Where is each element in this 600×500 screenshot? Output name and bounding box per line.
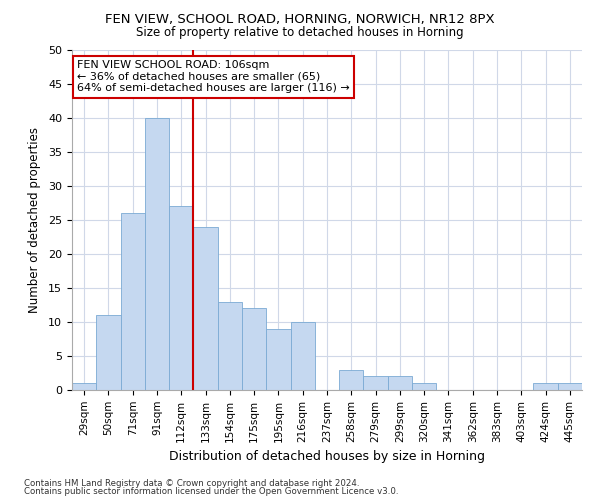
Bar <box>558 383 582 390</box>
Bar <box>72 383 96 390</box>
Y-axis label: Number of detached properties: Number of detached properties <box>28 127 41 313</box>
Bar <box>96 315 121 390</box>
Bar <box>242 308 266 390</box>
Bar <box>145 118 169 390</box>
Bar <box>412 383 436 390</box>
Text: FEN VIEW, SCHOOL ROAD, HORNING, NORWICH, NR12 8PX: FEN VIEW, SCHOOL ROAD, HORNING, NORWICH,… <box>105 12 495 26</box>
Bar <box>266 329 290 390</box>
Bar <box>364 376 388 390</box>
Text: Contains public sector information licensed under the Open Government Licence v3: Contains public sector information licen… <box>24 487 398 496</box>
Bar <box>218 302 242 390</box>
Bar <box>169 206 193 390</box>
Bar <box>193 227 218 390</box>
Bar <box>533 383 558 390</box>
Text: Contains HM Land Registry data © Crown copyright and database right 2024.: Contains HM Land Registry data © Crown c… <box>24 478 359 488</box>
Bar <box>121 213 145 390</box>
Text: Size of property relative to detached houses in Horning: Size of property relative to detached ho… <box>136 26 464 39</box>
X-axis label: Distribution of detached houses by size in Horning: Distribution of detached houses by size … <box>169 450 485 463</box>
Bar <box>339 370 364 390</box>
Text: FEN VIEW SCHOOL ROAD: 106sqm
← 36% of detached houses are smaller (65)
64% of se: FEN VIEW SCHOOL ROAD: 106sqm ← 36% of de… <box>77 60 350 94</box>
Bar <box>388 376 412 390</box>
Bar <box>290 322 315 390</box>
